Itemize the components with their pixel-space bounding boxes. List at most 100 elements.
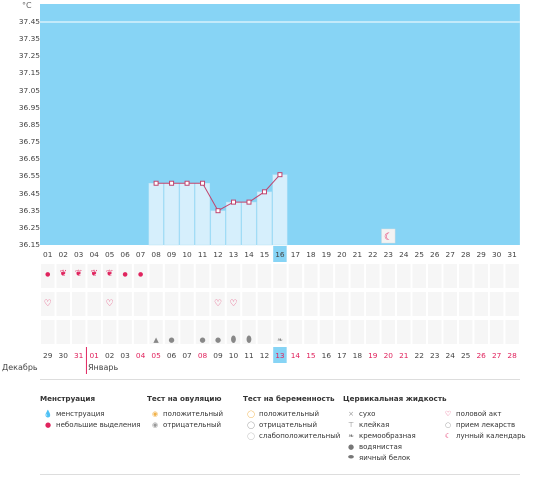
y-tick-label: 36.45 — [18, 188, 40, 198]
cycle-day-label: 25 — [414, 250, 424, 259]
grid-cell — [489, 264, 504, 288]
grid-cell — [288, 264, 303, 288]
grid-cell — [149, 320, 163, 344]
grid-cell — [87, 320, 101, 344]
cervical-fluid-icon: ⬮ — [231, 335, 237, 345]
temperature-bar — [210, 210, 226, 246]
grid-cell — [319, 264, 334, 288]
cycle-day-label: 15 — [259, 250, 270, 259]
grid-cell — [226, 320, 241, 344]
grid-cell — [273, 264, 287, 288]
grid-cell — [118, 264, 132, 288]
calendar-day-label: 22 — [414, 351, 424, 360]
month-next-label: Январь — [88, 363, 119, 372]
grid-cell — [458, 320, 473, 344]
grid-cell — [242, 320, 256, 344]
cycle-day-label: 29 — [476, 250, 486, 259]
cycle-day-label: 16 — [275, 250, 285, 259]
legend-item: положительный — [259, 409, 320, 418]
cycle-day-label: 17 — [290, 250, 301, 259]
grid-cell — [288, 320, 303, 344]
y-tick-label: 36.55 — [18, 171, 40, 181]
grid-cell — [211, 320, 225, 344]
calendar-day-label: 25 — [460, 351, 471, 360]
cycle-day-label: 04 — [89, 250, 99, 259]
calendar-day-label: 17 — [337, 351, 347, 360]
menstruation-icon: ❦ — [75, 269, 83, 279]
grid-cell — [397, 320, 411, 344]
menstruation-icon: ● — [45, 271, 50, 278]
cervical-fluid-icon: ❧ — [277, 336, 283, 344]
temperature-point — [231, 199, 236, 205]
legend-item: сухо — [359, 409, 376, 418]
legend-item: половой акт — [456, 409, 502, 418]
temperature-unit-label: °C — [22, 1, 32, 10]
pregnancy-weak-positive-icon: ◯ — [247, 431, 255, 440]
temperature-bar — [179, 182, 195, 246]
temperature-bar — [256, 191, 272, 246]
grid-cell — [164, 264, 179, 288]
grid-cell — [226, 292, 241, 316]
calendar-day-label: 26 — [476, 351, 486, 360]
calendar-day-label: 23 — [430, 351, 440, 360]
calendar-day-label: 01 — [89, 351, 99, 360]
grid-cell — [273, 320, 287, 344]
legend-menstruation-title: Менструация — [40, 394, 96, 403]
calendar-day-label: 19 — [368, 351, 378, 360]
grid-cell — [350, 320, 365, 344]
legend-menstruation: Менструация 💧 менструация ● небольшие выде… — [40, 394, 141, 430]
menstruation-icon: ● — [138, 271, 143, 278]
current-calendar-day-highlight — [273, 347, 287, 363]
temperature-point — [261, 189, 267, 195]
legend-pregnancy: Тест на беременность ◯ положительный ◯ отр… — [243, 394, 340, 441]
grid-cell — [71, 320, 86, 344]
calendar-day-label: 21 — [399, 351, 409, 360]
ovulation-positive-icon: ◉ — [151, 409, 159, 418]
light-spotting-icon: ● — [44, 420, 52, 429]
grid-cell — [180, 292, 194, 316]
grid-cell — [288, 292, 303, 316]
grid-cell — [381, 264, 396, 288]
calendar-day-label: 31 — [73, 351, 84, 360]
grid-cell — [242, 264, 256, 288]
calendar-day-label: 14 — [290, 351, 301, 360]
cycle-day-label: 24 — [399, 250, 409, 259]
grid-cell — [273, 292, 287, 316]
cycle-day-label: 02 — [58, 250, 68, 259]
grid-cell — [102, 320, 117, 344]
y-tick-label: 36.85 — [18, 119, 40, 129]
grid-cell — [118, 292, 132, 316]
y-tick-label: 36.65 — [18, 154, 40, 164]
cycle-day-label: 09 — [166, 250, 177, 259]
grid-cell — [319, 292, 334, 316]
calendar-day-label: 16 — [321, 351, 332, 360]
egg-white-icon: ⬬ — [348, 453, 354, 461]
grid-cell — [428, 264, 442, 288]
calendar-day-label: 18 — [352, 351, 363, 360]
menstruation-icon: ❦ — [59, 269, 67, 279]
y-tick-label: 37.15 — [18, 68, 40, 78]
grid-cell — [41, 264, 55, 288]
grid-cell — [474, 264, 488, 288]
grid-cell — [102, 292, 117, 316]
y-tick-label: 37.35 — [18, 34, 40, 44]
grid-cell — [412, 292, 426, 316]
grid-cell — [87, 264, 101, 288]
y-tick-label: 37.05 — [18, 85, 40, 95]
temperature-point — [169, 180, 175, 186]
grid-cell — [56, 292, 70, 316]
grid-cell — [71, 292, 86, 316]
heart-icon: ♡ — [229, 299, 237, 309]
moon-marker-bg — [381, 228, 396, 244]
grid-cell — [195, 264, 210, 288]
grid-cell — [257, 264, 272, 288]
calendar-day-label: 04 — [135, 351, 146, 360]
heart-icon: ♡ — [214, 299, 222, 309]
legend-item: клейкая — [359, 420, 390, 429]
cycle-day-label: 18 — [306, 250, 316, 259]
grid-cell — [118, 320, 132, 344]
grid-cell — [319, 320, 334, 344]
temperature-point — [215, 208, 221, 214]
cycle-day-label: 22 — [368, 250, 378, 259]
